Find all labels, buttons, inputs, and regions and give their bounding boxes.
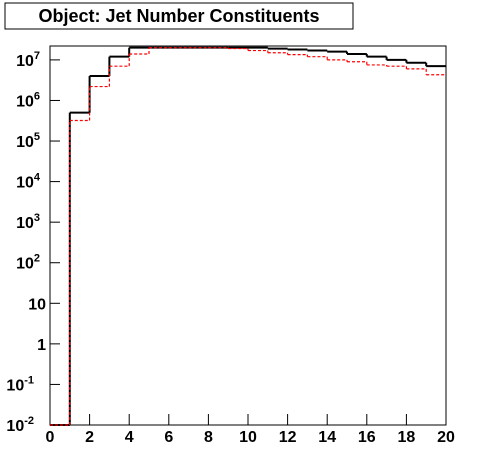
y-tick-label: 10-2 [6,415,34,435]
y-tick-exponent: -1 [24,374,34,386]
y-tick-exponent: 7 [34,50,40,62]
y-tick-label: 10 [28,296,46,313]
series [50,46,446,426]
x-tick-label: 10 [239,429,257,446]
y-tick-label: 104 [16,172,41,192]
y-tick-base: 10 [16,256,34,273]
x-tick-label: 0 [46,429,55,446]
y-tick-base: 10 [6,418,24,435]
x-tick-label: 14 [318,429,336,446]
y-tick-base: 10 [6,377,24,394]
y-tick-label: 1 [37,337,46,354]
x-tick-label: 8 [204,429,213,446]
y-tick-label: 105 [16,131,40,151]
x-tick-label: 20 [437,429,455,446]
title-box [4,2,354,30]
y-tick-base: 10 [16,134,34,151]
y-tick-exponent: 4 [34,172,41,184]
y-tick-label: 103 [16,212,40,232]
y-tick-base: 10 [16,93,34,110]
x-tick-label: 6 [164,429,173,446]
y-tick-base: 10 [16,175,34,192]
y-tick-exponent: 2 [34,253,40,265]
plot-frame [49,45,447,426]
series [50,47,446,426]
y-tick-label: 107 [16,50,40,70]
y-tick-exponent: 6 [34,90,40,102]
y-tick-label: 106 [16,90,40,110]
chart-title: Object: Jet Number Constituents [38,6,319,26]
x-tick-label: 4 [125,429,134,446]
x-tick-label: 18 [398,429,416,446]
y-tick-exponent: -2 [24,415,34,427]
y-tick-exponent: 3 [34,212,40,224]
y-tick-label: 10-1 [6,374,34,394]
x-tick-label: 12 [279,429,297,446]
y-tick-base: 10 [16,53,34,70]
y-tick-label: 102 [16,253,40,273]
y-tick-exponent: 5 [34,131,40,143]
x-tick-label: 16 [358,429,376,446]
x-tick-label: 2 [85,429,94,446]
y-tick-base: 10 [16,215,34,232]
